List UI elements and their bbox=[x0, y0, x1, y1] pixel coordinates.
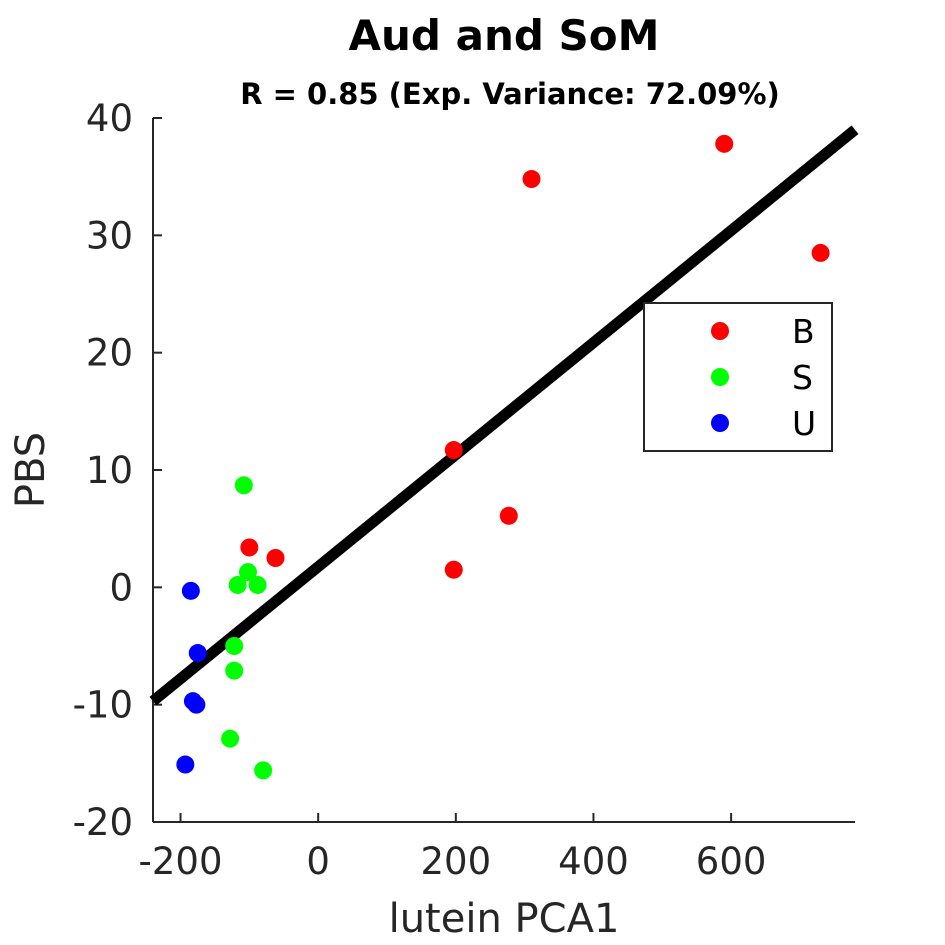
legend-marker-u bbox=[711, 414, 729, 432]
data-point-u bbox=[181, 581, 200, 600]
y-tick-label: 0 bbox=[109, 566, 133, 609]
y-axis-label: PBS bbox=[8, 432, 54, 508]
x-tick-label: 200 bbox=[421, 840, 492, 883]
data-point-s bbox=[221, 729, 240, 748]
x-tick-label: 400 bbox=[558, 840, 629, 883]
data-point-s bbox=[225, 661, 244, 680]
data-point-s bbox=[254, 761, 273, 780]
data-point-u bbox=[188, 644, 207, 663]
y-tick-label: 10 bbox=[86, 449, 133, 492]
data-point-b bbox=[266, 549, 285, 567]
data-point-s bbox=[248, 575, 267, 594]
data-point-b bbox=[715, 134, 734, 153]
data-points bbox=[176, 134, 830, 780]
chart-subtitle: R = 0.85 (Exp. Variance: 72.09%) bbox=[240, 77, 780, 111]
fit-line-layer bbox=[149, 125, 859, 706]
legend-box bbox=[643, 302, 833, 452]
y-tick-label: 30 bbox=[86, 214, 133, 257]
data-point-u bbox=[187, 695, 206, 714]
data-point-s bbox=[238, 563, 257, 582]
data-point-b bbox=[811, 243, 830, 262]
regression-line bbox=[149, 125, 859, 706]
legend-label-b: B bbox=[792, 312, 815, 351]
data-point-s bbox=[225, 637, 244, 655]
legend-marker-s bbox=[711, 368, 729, 386]
legend-marker-b bbox=[711, 322, 729, 340]
y-tick-label: 40 bbox=[86, 97, 133, 140]
legend: BSU bbox=[643, 302, 833, 452]
x-tick-label: -200 bbox=[139, 840, 223, 883]
legend-label-s: S bbox=[792, 358, 813, 397]
data-point-b bbox=[444, 560, 463, 579]
data-point-b bbox=[499, 506, 518, 525]
y-tick-label: -10 bbox=[73, 684, 133, 727]
y-tick-label: -20 bbox=[73, 801, 133, 844]
data-point-b bbox=[444, 441, 463, 460]
x-tick-label: 600 bbox=[696, 840, 767, 883]
x-axis-label: lutein PCA1 bbox=[389, 896, 620, 942]
data-point-b bbox=[522, 170, 541, 189]
legend-label-u: U bbox=[792, 404, 816, 443]
data-point-b bbox=[240, 538, 259, 557]
data-point-u bbox=[176, 755, 195, 774]
x-tick-label: 0 bbox=[306, 840, 330, 883]
data-point-s bbox=[234, 476, 253, 495]
y-tick-label: 20 bbox=[86, 332, 133, 375]
axes: -200 0 200 400 600 -20 -10 0 10 20 30 40 bbox=[73, 97, 855, 883]
data-point-s bbox=[228, 575, 247, 594]
chart-title: Aud and SoM bbox=[349, 11, 660, 60]
